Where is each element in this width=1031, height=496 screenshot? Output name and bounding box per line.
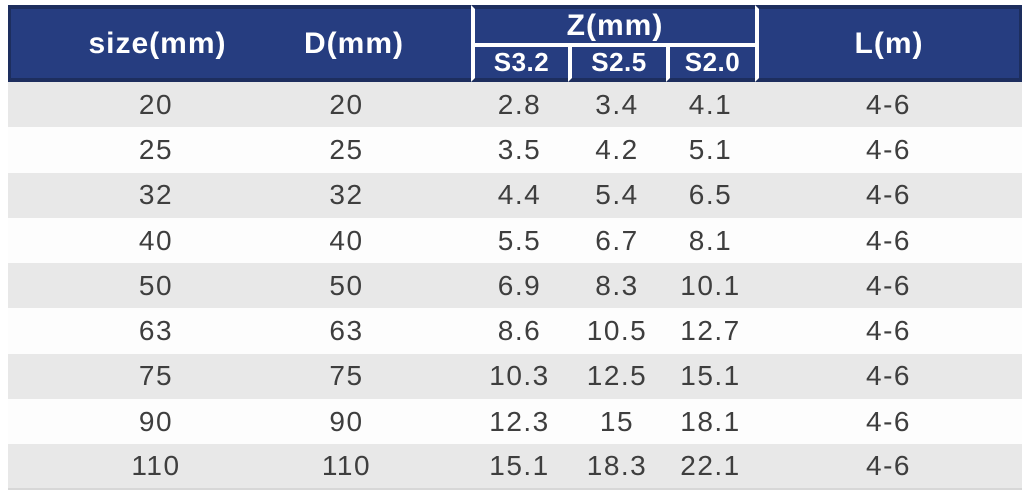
table-body: 20 20 2.8 3.4 4.1 4-6 25 25 3.5 4.2 5.1 … [8,82,1023,490]
cell-s2-5: 8.3 [568,263,666,309]
cell-s2-0: 18.1 [666,399,756,445]
cell-s3-2: 2.8 [471,82,568,128]
cell-s2-5: 3.4 [568,82,666,128]
header-row-main: size(mm) D(mm) Z(mm) L(m) [8,5,1023,82]
cell-size: 90 [8,399,304,445]
table-row: 75 75 10.3 12.5 15.1 4-6 [8,353,1023,400]
cell-l: 4-6 [755,308,1023,354]
cell-s2-0: 6.5 [666,172,756,218]
cell-d: 63 [304,308,471,354]
cell-s2-0: 5.1 [666,127,756,173]
header-s2-5: S2.5 [568,47,666,82]
cell-size: 50 [8,263,304,309]
pipe-spec-table: size(mm) D(mm) Z(mm) L(m) S3.2 S2.5 S2.0… [8,5,1023,490]
table-row: 110 110 15.1 18.3 22.1 4-6 [8,444,1023,490]
cell-s2-0: 8.1 [666,217,756,264]
cell-size: 75 [8,353,304,400]
cell-s2-5: 5.4 [568,172,666,218]
spec-table-container: size(mm) D(mm) Z(mm) L(m) S3.2 S2.5 S2.0… [8,5,1023,490]
header-row-sub: S3.2 S2.5 S2.0 [8,47,1022,82]
table-row: 32 32 4.4 5.4 6.5 4-6 [8,172,1023,218]
cell-s3-2: 6.9 [471,263,568,309]
cell-s3-2: 5.5 [471,217,568,264]
cell-l: 4-6 [755,82,1023,128]
cell-size: 25 [8,127,304,173]
cell-size: 20 [8,82,304,128]
cell-l: 4-6 [755,263,1023,309]
header-s2-0: S2.0 [666,47,756,82]
cell-d: 25 [304,127,471,173]
cell-s2-0: 15.1 [666,353,756,400]
cell-d: 110 [304,444,471,490]
cell-s3-2: 15.1 [471,444,568,490]
cell-l: 4-6 [755,217,1023,264]
cell-s2-5: 4.2 [568,127,666,173]
cell-size: 110 [8,444,304,490]
cell-d: 32 [304,172,471,218]
cell-l: 4-6 [755,399,1023,445]
cell-l: 4-6 [755,444,1023,490]
cell-s2-0: 10.1 [666,263,756,309]
cell-s2-5: 18.3 [568,444,666,490]
cell-s3-2: 3.5 [471,127,568,173]
table-row: 25 25 3.5 4.2 5.1 4-6 [8,127,1023,173]
cell-d: 90 [304,399,471,445]
cell-s2-5: 12.5 [568,353,666,400]
cell-s2-0: 4.1 [666,82,756,128]
cell-s3-2: 12.3 [471,399,568,445]
cell-s3-2: 8.6 [471,308,568,354]
cell-s2-0: 22.1 [666,444,756,490]
cell-s3-2: 4.4 [471,172,568,218]
table-row: 90 90 12.3 15 18.1 4-6 [8,399,1023,445]
cell-s2-5: 15 [568,399,666,445]
cell-d: 40 [304,217,471,264]
cell-s2-0: 12.7 [666,308,756,354]
table-row: 50 50 6.9 8.3 10.1 4-6 [8,263,1023,309]
cell-l: 4-6 [755,172,1023,218]
cell-size: 40 [8,217,304,264]
header-size: size(mm) [8,5,304,82]
cell-size: 32 [8,172,304,218]
cell-s3-2: 10.3 [471,353,568,400]
cell-s2-5: 6.7 [568,217,666,264]
table-header: size(mm) D(mm) Z(mm) L(m) S3.2 S2.5 S2.0 [8,5,1023,82]
table-row: 63 63 8.6 10.5 12.7 4-6 [8,308,1023,354]
cell-size: 63 [8,308,304,354]
header-d: D(mm) [304,5,471,82]
cell-l: 4-6 [755,127,1023,173]
cell-d: 75 [304,353,471,400]
table-row: 40 40 5.5 6.7 8.1 4-6 [8,217,1023,264]
cell-d: 50 [304,263,471,309]
header-z: Z(mm) [471,5,756,47]
table-row: 20 20 2.8 3.4 4.1 4-6 [8,82,1023,128]
cell-d: 20 [304,82,471,128]
cell-l: 4-6 [755,353,1023,400]
header-s3-2: S3.2 [471,47,568,82]
cell-s2-5: 10.5 [568,308,666,354]
header-l: L(m) [755,5,1023,82]
